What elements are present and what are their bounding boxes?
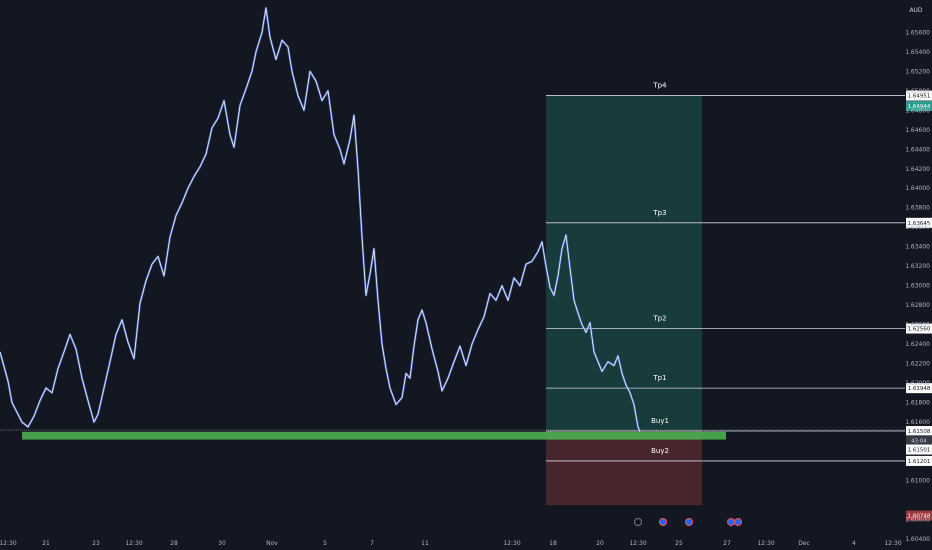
time-tick-label: 12:30 [884, 540, 901, 547]
time-tick-label: 30 [218, 540, 226, 547]
price-tick-label: 1.62600 [905, 322, 930, 329]
price-tick-label: 1.65000 [905, 88, 930, 95]
flag-icon[interactable] [727, 518, 735, 526]
price-tick-label: 1.64200 [905, 166, 930, 173]
price-tick-label: 1.62400 [905, 341, 930, 348]
price-tick-label: 1.63000 [905, 283, 930, 290]
support-zone-group [22, 431, 726, 440]
price-tick-label: 1.62000 [905, 380, 930, 387]
level-price-tag-text: 1.64951 [908, 94, 931, 100]
time-tick-label: Dec [798, 540, 810, 547]
time-tick-label: 7 [370, 540, 374, 547]
time-tick-label: 23 [92, 540, 100, 547]
target-levels: Tp4 1.64951 Tp3 1.63645 Tp2 1.62560 Tp1 1.61948… [0, 82, 932, 521]
axis-price-tag [906, 510, 932, 521]
loss-zone [546, 431, 702, 506]
axis-price-tag [906, 444, 932, 455]
price-tick-label: 1.64400 [905, 146, 930, 153]
price-tick-label: 1.64800 [905, 107, 930, 114]
level-label-buy1: Buy1 [651, 417, 669, 425]
level-price-tag-text: 1.61948 [908, 386, 931, 392]
price-tick-label: 1.61800 [905, 400, 930, 407]
position-zones [546, 95, 702, 506]
support-zone [22, 431, 726, 440]
time-tick-label: 12:30 [503, 540, 520, 547]
time-tick-label: 21 [42, 540, 50, 547]
time-tick-label: 18 [549, 540, 557, 547]
time-tick-label: Nov [266, 540, 278, 547]
level-price-tag [906, 90, 932, 101]
price-tick-label: 1.63800 [905, 205, 930, 212]
event-icons [634, 518, 742, 526]
time-tick-label: 12:30 [125, 540, 142, 547]
time-tick-label: 27 [723, 540, 731, 547]
price-tick-label: 1.62800 [905, 302, 930, 309]
price-tick-label: 1.62200 [905, 361, 930, 368]
price-tick-label: 1.61000 [905, 478, 930, 485]
time-tick-label: 25 [675, 540, 683, 547]
time-tick-label: 5 [323, 540, 327, 547]
calendar-icon[interactable] [685, 518, 693, 526]
price-line [0, 7, 641, 432]
level-price-tag [906, 217, 932, 228]
price-tick-label: 1.63200 [905, 263, 930, 270]
price-tick-label: 1.60400 [905, 536, 930, 543]
price-tick-label: 1.65600 [905, 29, 930, 36]
level-label-buy2: Buy2 [651, 447, 669, 455]
price-tick-label: 1.61600 [905, 419, 930, 426]
profit-zone [546, 95, 702, 432]
time-axis[interactable]: 12:30 21 23 12:30 28 30 Nov 5 7 11 12:30 18 20 12:30 2… [0, 540, 902, 547]
axis-price-tag-text: 1.61501 [908, 448, 931, 454]
axis-price-tag-text: 43:04 [911, 438, 927, 444]
calendar-icon[interactable] [659, 518, 667, 526]
time-tick-label: 28 [170, 540, 178, 547]
axis-price-tag-text: 1.60748 [908, 514, 931, 520]
price-tick-label: 1.64000 [905, 185, 930, 192]
level-price-tag-text: 1.61508 [908, 429, 931, 435]
axis-price-tag [906, 101, 932, 112]
level-price-tag-text: 1.63645 [908, 221, 931, 227]
level-label-tp3: Tp3 [652, 209, 666, 217]
price-series-group [0, 6, 642, 433]
price-tick-label: 1.65400 [905, 49, 930, 56]
axis-price-tag-text: 1.64944 [908, 104, 931, 110]
time-tick-label: 12:30 [757, 540, 774, 547]
price-tick-label: 1.60600 [905, 516, 930, 523]
level-label-tp4: Tp4 [652, 82, 667, 90]
level-price-tag [906, 323, 932, 334]
level-price-tag [906, 426, 932, 437]
price-tick-label: 1.63400 [905, 244, 930, 251]
level-price-tag [906, 383, 932, 394]
level-label-tp2: Tp2 [652, 315, 666, 323]
price-axis[interactable]: 1.65600 1.65400 1.65200 1.65000 1.64800 1.646… [905, 29, 930, 543]
level-label-tp1: Tp1 [652, 374, 666, 382]
axis-price-tag [906, 435, 932, 446]
time-tick-label: 12:30 [629, 540, 646, 547]
currency-label[interactable]: AUD [909, 7, 922, 14]
level-price-tag-text: 1.61201 [908, 459, 931, 465]
level-price-tag-text: 1.62560 [908, 327, 931, 333]
time-tick-label: 4 [852, 540, 856, 547]
time-tick-label: 11 [421, 540, 429, 547]
flag-icon[interactable] [734, 518, 742, 526]
price-tick-label: 1.64600 [905, 127, 930, 134]
price-tick-label: 1.65200 [905, 68, 930, 75]
price-tick-label: 1.63600 [905, 224, 930, 231]
time-tick-label: 20 [596, 540, 604, 547]
level-price-tag [906, 455, 932, 466]
lightning-icon[interactable] [634, 518, 642, 526]
time-tick-label: 12:30 [0, 540, 17, 547]
